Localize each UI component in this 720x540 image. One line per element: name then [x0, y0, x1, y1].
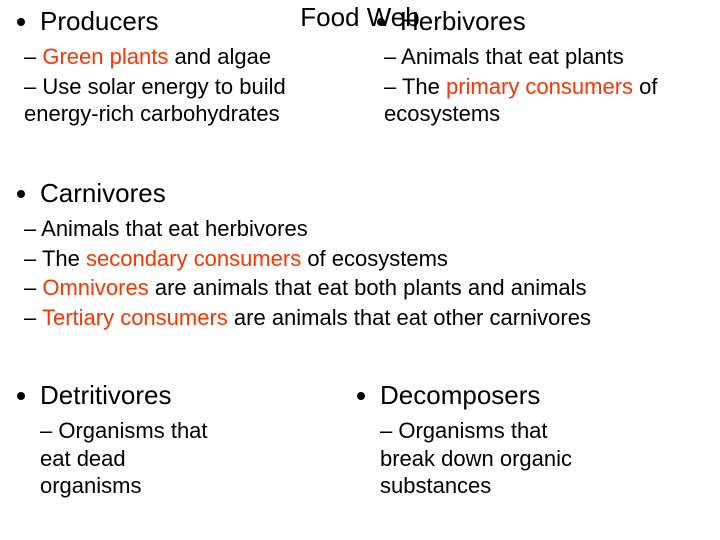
carnivores-list: Animals that eat herbivores The secondar… — [0, 215, 700, 331]
list-item: The secondary consumers of ecosystems — [24, 245, 700, 273]
list-item: Green plants and algae — [24, 43, 360, 71]
list-item: Organisms that eat dead organisms — [40, 417, 220, 500]
detritivores-block: Detritivores Organisms that eat dead org… — [0, 380, 340, 502]
slide: Food Web Producers Green plants and alga… — [0, 0, 720, 540]
carnivores-heading: Carnivores — [40, 178, 700, 209]
list-item: Omnivores are animals that eat both plan… — [24, 274, 700, 302]
herbivores-block: Herbivores Animals that eat plants The p… — [360, 6, 710, 130]
producers-heading: Producers — [40, 6, 360, 37]
detritivores-heading: Detritivores — [40, 380, 340, 411]
list-item: Organisms that break down organic substa… — [380, 417, 600, 500]
herbivores-list: Animals that eat plants The primary cons… — [360, 43, 710, 128]
producers-list: Green plants and algae Use solar energy … — [0, 43, 360, 128]
list-item: Tertiary consumers are animals that eat … — [24, 304, 700, 332]
list-item: Use solar energy to build energy-rich ca… — [24, 73, 360, 128]
detritivores-list: Organisms that eat dead organisms — [0, 417, 340, 500]
decomposers-block: Decomposers Organisms that break down or… — [340, 380, 700, 502]
list-item: The primary consumers of ecosystems — [384, 73, 710, 128]
decomposers-heading: Decomposers — [380, 380, 700, 411]
decomposers-list: Organisms that break down organic substa… — [340, 417, 700, 500]
producers-block: Producers Green plants and algae Use sol… — [0, 6, 360, 130]
carnivores-block: Carnivores Animals that eat herbivores T… — [0, 178, 700, 333]
list-item: Animals that eat plants — [384, 43, 710, 71]
herbivores-heading: Herbivores — [400, 6, 710, 37]
list-item: Animals that eat herbivores — [24, 215, 700, 243]
